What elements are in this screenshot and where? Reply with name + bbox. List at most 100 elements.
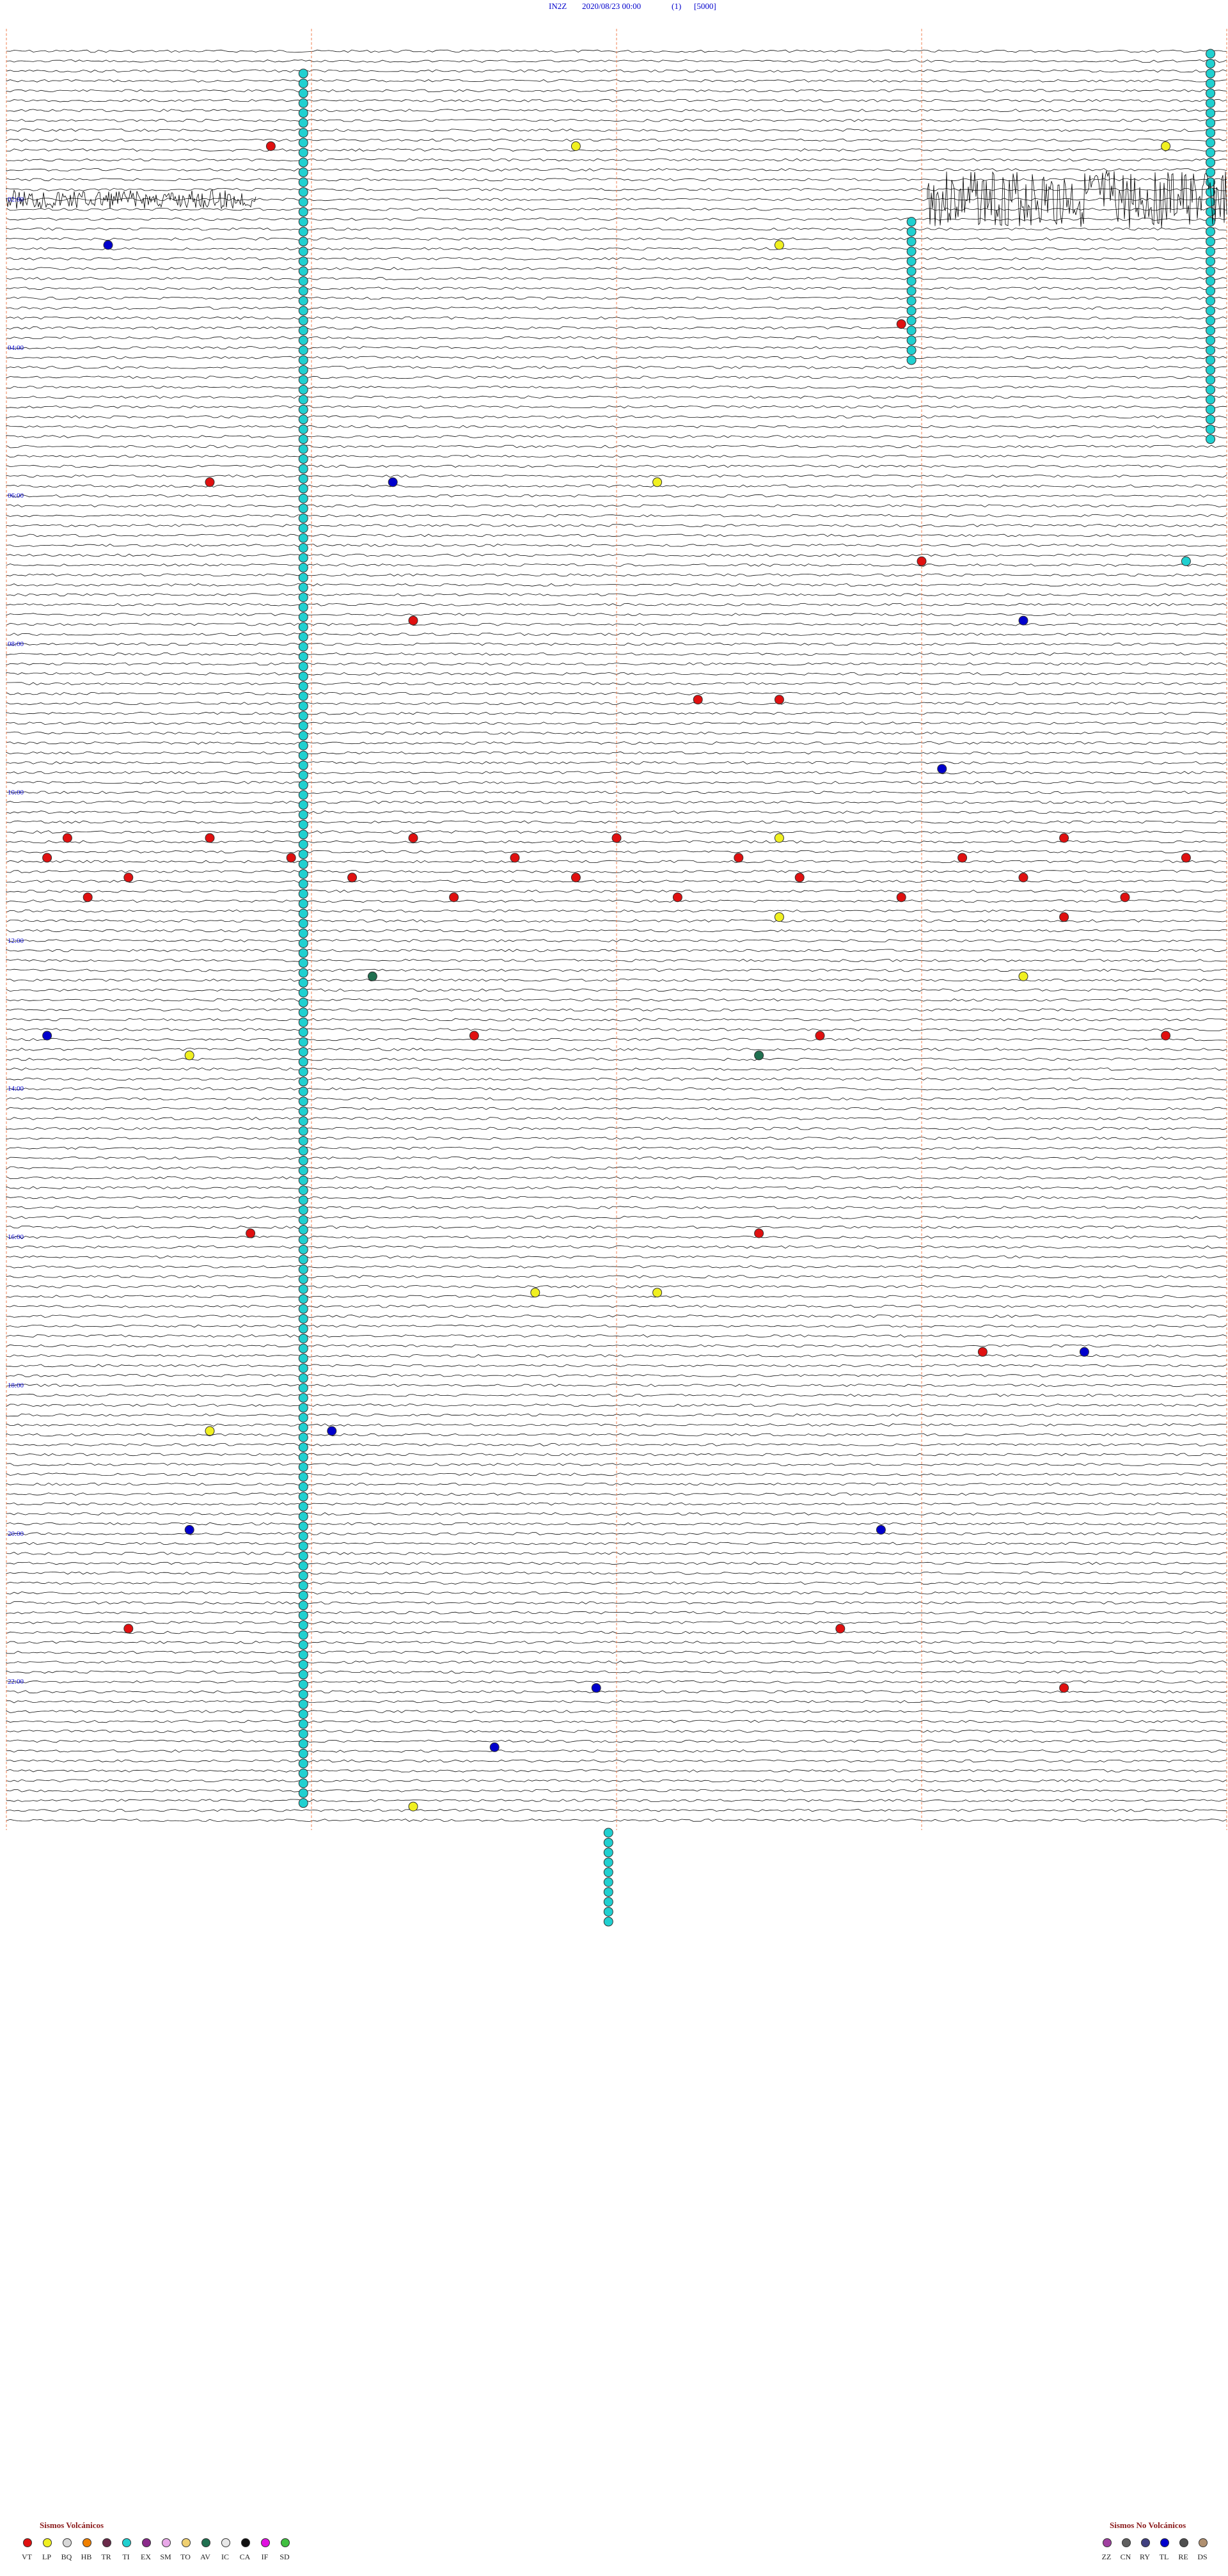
trace-row (6, 257, 1227, 260)
event-ti (298, 88, 308, 99)
event-ti (298, 1146, 308, 1156)
event-tl (1079, 1347, 1089, 1357)
event-ti (298, 217, 308, 227)
event-ti (298, 592, 308, 603)
event-ti (298, 1512, 308, 1522)
event-vt (1059, 1683, 1069, 1693)
event-ti (298, 810, 308, 820)
time-label: 20:00 (8, 1529, 24, 1538)
event-ti (298, 790, 308, 800)
event-ti (298, 1531, 308, 1541)
event-ti (298, 602, 308, 612)
trace-row (6, 652, 1227, 656)
event-ti (906, 276, 917, 286)
event-vt (408, 833, 418, 843)
trace-row (6, 1571, 1227, 1575)
event-ti (1206, 58, 1216, 68)
event-tl (937, 764, 947, 774)
trace-row (6, 187, 1227, 191)
trace-row (6, 1324, 1227, 1328)
event-ti (298, 1798, 308, 1808)
event-ti (1206, 78, 1216, 88)
trace-row (6, 158, 1227, 162)
event-ti (298, 671, 308, 681)
event-ti (906, 226, 917, 237)
event-ti (298, 1679, 308, 1689)
legend-code-sd: SD (279, 2552, 290, 2561)
trace-lines (6, 49, 1227, 1822)
trace-row (6, 405, 1227, 409)
event-ti (298, 1729, 308, 1739)
trace-row (6, 1769, 1227, 1773)
event-ti (298, 464, 308, 474)
trace-row (6, 237, 1227, 241)
event-vt (835, 1624, 846, 1634)
event-ti (298, 335, 308, 345)
event-ti (1206, 108, 1216, 118)
event-ti (298, 1373, 308, 1383)
trace-row (6, 326, 1227, 330)
time-label: 18:00 (8, 1381, 24, 1389)
legend-dot-ca (241, 2538, 250, 2547)
trace-row (6, 929, 1227, 933)
event-vt (123, 1624, 134, 1634)
trace-row (6, 1660, 1227, 1664)
legend-code-if: IF (261, 2552, 269, 2561)
trace-row (6, 1196, 1227, 1199)
trace-row (6, 1354, 1227, 1357)
event-vt (1018, 873, 1028, 883)
trace-row (6, 129, 1227, 132)
event-ti (298, 1432, 308, 1442)
event-ti (298, 1551, 308, 1561)
trace-row (6, 1137, 1227, 1140)
event-ti (906, 246, 917, 257)
trace-row (6, 1551, 1227, 1555)
trace-row (6, 1393, 1227, 1397)
trace-row (6, 1650, 1227, 1654)
trace-row (6, 375, 1227, 379)
burst (927, 171, 1227, 228)
event-ti (298, 711, 308, 721)
event-ti (298, 493, 308, 503)
event-vt (205, 833, 215, 843)
event-ti (298, 226, 308, 237)
event-ti (298, 1077, 308, 1087)
event-lp (571, 141, 581, 151)
trace-row (6, 455, 1227, 458)
trace-row (6, 810, 1227, 814)
event-ti (298, 1343, 308, 1354)
event-ti (298, 908, 308, 919)
event-vt (571, 873, 581, 883)
trace-row (6, 1641, 1227, 1644)
trace-row (6, 99, 1227, 102)
legend-dot-to (182, 2538, 191, 2547)
event-ti (298, 326, 308, 336)
trace-row (6, 642, 1227, 646)
event-ti (603, 1837, 613, 1847)
event-vt (123, 873, 134, 883)
event-vt (896, 319, 906, 329)
event-vt (1120, 892, 1130, 903)
trace-row (6, 949, 1227, 952)
event-ti (298, 988, 308, 998)
trace-row (6, 1255, 1227, 1259)
event-ti (603, 1828, 613, 1838)
event-ti (1206, 128, 1216, 138)
event-ti (298, 1136, 308, 1146)
event-ti (298, 958, 308, 968)
event-ti (298, 1334, 308, 1343)
event-ti (1206, 118, 1216, 128)
event-ti (298, 177, 308, 187)
trace-row (6, 1038, 1227, 1041)
event-ti (298, 513, 308, 523)
event-ti (298, 197, 308, 207)
event-ti (298, 562, 308, 573)
legend-dot-cn (1122, 2538, 1131, 2547)
trace-row (6, 544, 1227, 547)
event-tl (327, 1426, 337, 1436)
trace-row (6, 919, 1227, 923)
time-label: 08:00 (8, 640, 24, 648)
event-ti (906, 326, 917, 336)
legend-code-ti: TI (122, 2552, 130, 2561)
event-lp (408, 1801, 418, 1812)
